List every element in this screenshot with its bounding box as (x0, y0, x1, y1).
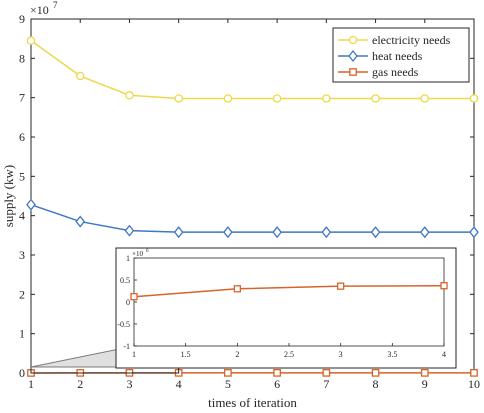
inset-series-line (133, 284, 445, 298)
y-multiplier-exponent: 7 (53, 0, 58, 10)
inset-data-point (337, 282, 345, 290)
data-point-1 (26, 198, 36, 211)
y-tick-label: 7 (19, 91, 25, 105)
inset-x-tick-label: 2.5 (284, 350, 294, 359)
x-tick-label: 1 (28, 377, 34, 391)
legend-label: heat needs (372, 49, 423, 63)
x-tick-label: 10 (468, 377, 480, 391)
inset-plot: 1 1.5 2 2.5 3 3.5 4-1-0.500.51 ×10 6 (30, 247, 457, 369)
x-tick-label: 3 (126, 377, 132, 391)
y-tick-label: 2 (19, 287, 25, 301)
legend: electricity needs heat needs gas needs (332, 27, 470, 83)
x-axis-label: times of iteration (208, 395, 297, 410)
inset-y-tick-label: -1 (123, 342, 130, 351)
y-tick-label: 6 (19, 130, 25, 144)
data-point-1 (272, 226, 282, 239)
inset-x-tick-label: 2 (235, 350, 239, 359)
data-point-1 (321, 226, 332, 239)
inset-y-multiplier: ×10 (132, 250, 143, 258)
inset-data-point (440, 282, 448, 290)
inset-y-tick-label: 1 (126, 254, 130, 263)
legend-label: gas needs (372, 65, 419, 79)
series-line-0 (30, 40, 474, 100)
data-point-1 (419, 226, 430, 239)
data-point-2 (224, 369, 232, 377)
data-point-0 (125, 91, 134, 100)
data-point-0 (371, 94, 380, 103)
data-point-0 (75, 71, 85, 81)
data-point-1 (124, 224, 135, 237)
y-tick-label: 4 (19, 209, 25, 223)
y-tick-label: 3 (19, 248, 25, 262)
series-line-1 (30, 203, 474, 233)
data-point-0 (469, 94, 479, 103)
inset-y-multiplier-exponent: 6 (146, 249, 149, 254)
inset-y-tick-label: -0.5 (117, 320, 130, 329)
data-point-1 (223, 226, 233, 239)
y-tick-label: 9 (19, 12, 25, 26)
data-point-0 (26, 36, 36, 45)
inset-data-point (130, 293, 138, 301)
x-tick-label: 6 (274, 377, 280, 391)
data-point-1 (75, 215, 86, 228)
data-point-0 (420, 94, 430, 103)
x-tick-label: 2 (77, 377, 83, 391)
inset-x-tick-label: 4 (442, 350, 446, 359)
inset-y-tick-label: 0 (126, 298, 130, 307)
inset-frame (133, 257, 445, 347)
inset-data-point (233, 285, 241, 293)
inset-y-tick-label: 0.5 (120, 276, 130, 285)
x-tick-label: 7 (323, 377, 329, 391)
legend-marker (348, 35, 358, 45)
y-tick-label: 8 (19, 51, 25, 65)
data-point-2 (322, 369, 331, 377)
data-point-1 (469, 226, 479, 239)
data-point-1 (370, 226, 381, 239)
series-diamond (26, 198, 479, 239)
inset-x-tick-label: 3 (339, 350, 343, 359)
y-multiplier: ×10 (30, 3, 49, 17)
x-tick-label: 8 (373, 377, 379, 391)
inset-x-tick-label: 1.5 (181, 350, 191, 359)
legend-marker (348, 49, 358, 63)
data-point-0 (272, 94, 282, 103)
legend-marker (349, 68, 357, 76)
data-point-2 (371, 369, 380, 377)
y-tick-label: 0 (19, 366, 25, 380)
x-tick-label: 5 (225, 377, 231, 391)
data-point-0 (322, 94, 331, 103)
data-point-0 (223, 94, 233, 103)
legend-label: electricity needs (372, 33, 451, 47)
x-tick-label: 4 (176, 377, 182, 391)
data-point-2 (470, 369, 478, 377)
data-point-2 (273, 369, 281, 377)
data-point-0 (174, 94, 183, 103)
series-circle (26, 36, 479, 103)
inset-x-tick-label: 3.5 (387, 350, 397, 359)
x-tick-label: 9 (422, 377, 428, 391)
y-tick-label: 5 (19, 169, 25, 183)
inset-x-tick-label: 1 (132, 350, 136, 359)
y-axis-label: supply (kw) (1, 165, 16, 227)
y-tick-label: 1 (19, 327, 25, 341)
data-point-2 (420, 369, 429, 377)
data-point-1 (173, 226, 184, 239)
